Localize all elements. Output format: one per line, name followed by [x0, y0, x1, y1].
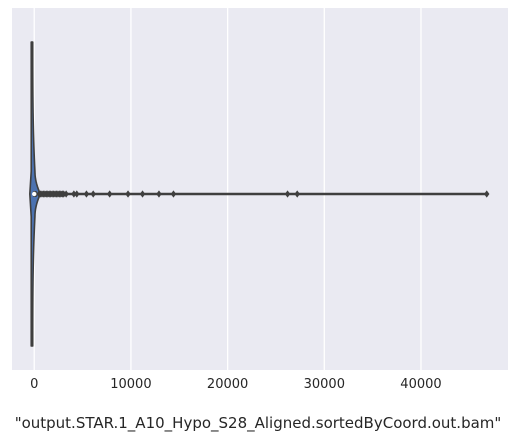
outlier-point [83, 190, 90, 198]
outlier-point [139, 190, 146, 198]
outlier-points [36, 190, 490, 198]
x-tick-labels: 0 10000 20000 30000 40000 [30, 377, 442, 392]
outlier-point [484, 190, 490, 198]
outlier-point [74, 190, 80, 198]
outlier-point [170, 190, 177, 198]
outlier-point [106, 190, 113, 198]
x-tick-label: 40000 [400, 377, 441, 392]
x-tick-label: 10000 [110, 377, 151, 392]
outlier-point [125, 190, 131, 198]
gridlines [33, 8, 422, 370]
outlier-point [156, 190, 162, 198]
outlier-point [294, 190, 300, 198]
outlier-point [71, 190, 77, 198]
outlier-point [284, 190, 291, 198]
plot-background [12, 8, 508, 370]
x-tick-label: 20000 [207, 377, 248, 392]
x-tick-label: 30000 [304, 377, 345, 392]
x-tick-label: 0 [30, 377, 38, 392]
outlier-point [90, 190, 96, 198]
x-axis-label: "output.STAR.1_A10_Hypo_S28_Aligned.sort… [15, 414, 502, 433]
outlier-point [63, 190, 69, 198]
median-point [32, 191, 37, 197]
